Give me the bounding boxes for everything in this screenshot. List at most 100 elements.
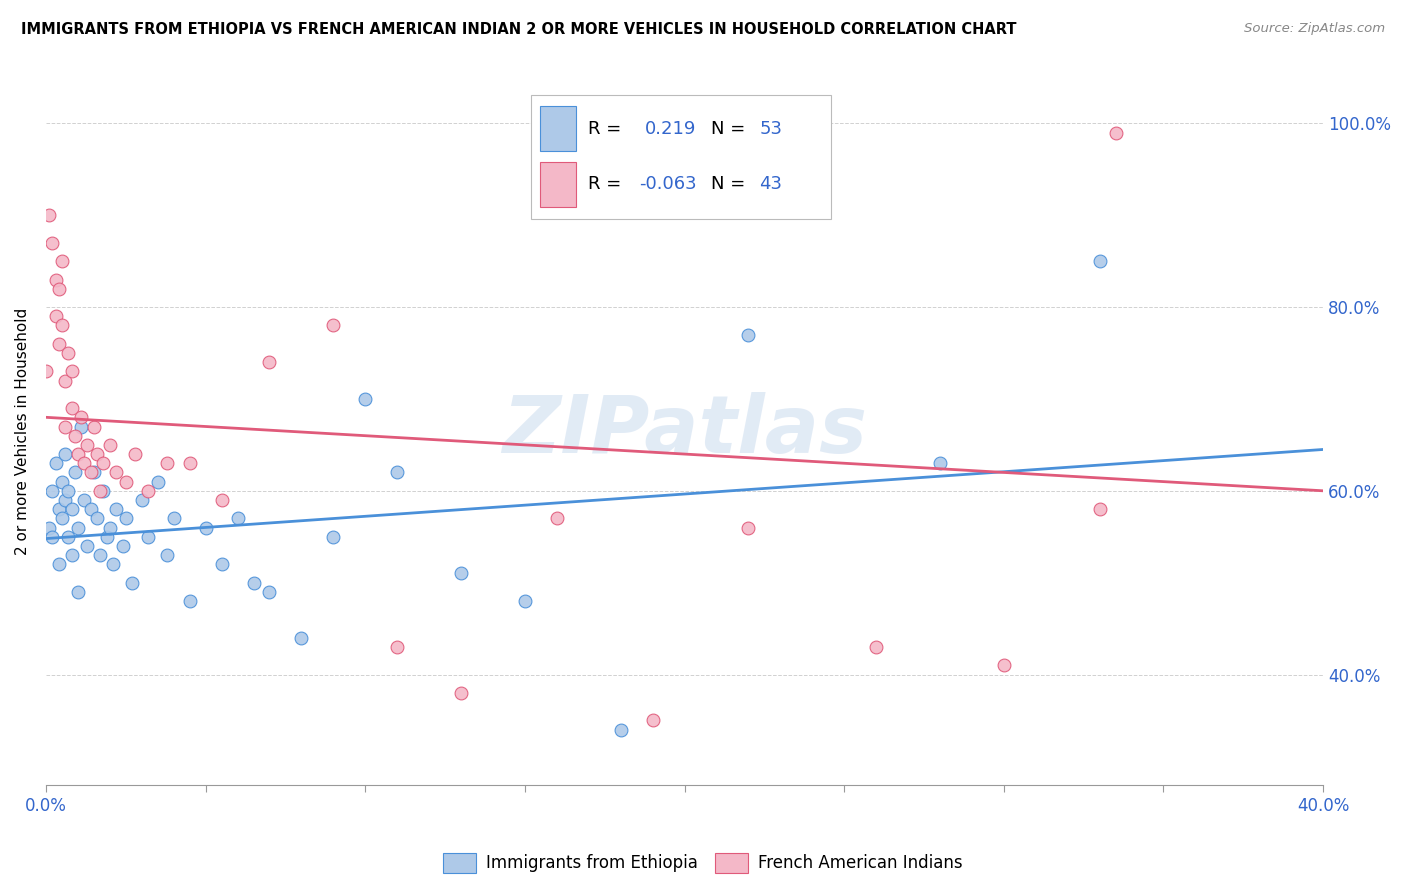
Point <box>45 272 67 286</box>
Point <box>79 466 101 480</box>
Point <box>929 456 952 470</box>
Point <box>66 447 89 461</box>
Point <box>76 539 98 553</box>
Point <box>60 401 83 416</box>
Point <box>89 548 111 562</box>
Point <box>60 548 83 562</box>
Point <box>45 456 67 470</box>
Point <box>60 502 83 516</box>
Point <box>131 493 153 508</box>
Text: ZIPatlas: ZIPatlas <box>502 392 868 470</box>
Point <box>546 511 568 525</box>
Point <box>48 282 70 296</box>
Point <box>242 575 264 590</box>
Point <box>737 520 759 534</box>
Point <box>385 640 408 654</box>
Point <box>66 585 89 599</box>
Point <box>211 558 233 572</box>
Point <box>70 410 93 425</box>
Point <box>58 483 80 498</box>
Point <box>63 428 86 442</box>
Point <box>136 530 159 544</box>
Point <box>83 466 105 480</box>
Point <box>211 493 233 508</box>
Point <box>259 585 281 599</box>
Point <box>1104 126 1126 140</box>
Point <box>58 530 80 544</box>
Point <box>48 502 70 516</box>
Point <box>60 364 83 378</box>
Point <box>53 447 76 461</box>
Point <box>89 483 111 498</box>
Point <box>58 346 80 360</box>
Y-axis label: 2 or more Vehicles in Household: 2 or more Vehicles in Household <box>15 308 30 555</box>
Point <box>156 548 179 562</box>
Point <box>385 466 408 480</box>
Point <box>737 327 759 342</box>
Point <box>121 575 143 590</box>
Point <box>73 493 96 508</box>
Point <box>101 558 124 572</box>
Point <box>70 419 93 434</box>
Point <box>98 438 121 452</box>
Point <box>513 594 536 608</box>
Point <box>179 456 201 470</box>
Point <box>105 502 128 516</box>
Point <box>322 318 344 333</box>
Text: Source: ZipAtlas.com: Source: ZipAtlas.com <box>1244 22 1385 36</box>
Point <box>1088 254 1111 268</box>
Point <box>79 502 101 516</box>
Legend: Immigrants from Ethiopia, French American Indians: Immigrants from Ethiopia, French America… <box>436 847 970 880</box>
Point <box>114 511 136 525</box>
Point <box>86 447 108 461</box>
Point <box>163 511 186 525</box>
Point <box>146 475 169 489</box>
Point <box>259 355 281 369</box>
Point <box>48 558 70 572</box>
Point <box>51 475 73 489</box>
Point <box>322 530 344 544</box>
Point <box>51 318 73 333</box>
Point <box>63 466 86 480</box>
Point <box>51 511 73 525</box>
Point <box>53 419 76 434</box>
Point <box>105 466 128 480</box>
Point <box>111 539 134 553</box>
Point <box>38 520 60 534</box>
Point <box>993 658 1015 673</box>
Point <box>450 566 472 581</box>
Point <box>41 235 63 250</box>
Point <box>96 530 118 544</box>
Point <box>41 483 63 498</box>
Point <box>609 723 631 737</box>
Point <box>226 511 249 525</box>
Point <box>450 686 472 700</box>
Point <box>179 594 201 608</box>
Point <box>641 714 664 728</box>
Point <box>73 456 96 470</box>
Point <box>865 640 887 654</box>
Point <box>86 511 108 525</box>
Point <box>53 374 76 388</box>
Point <box>38 208 60 222</box>
Point <box>66 520 89 534</box>
Point <box>51 254 73 268</box>
Point <box>136 483 159 498</box>
Point <box>83 419 105 434</box>
Point <box>48 336 70 351</box>
Point <box>1088 502 1111 516</box>
Point <box>114 475 136 489</box>
Point <box>76 438 98 452</box>
Point <box>53 493 76 508</box>
Point <box>354 392 377 406</box>
Point <box>93 483 115 498</box>
Point <box>41 530 63 544</box>
Point <box>290 631 312 645</box>
Point <box>35 364 58 378</box>
Point <box>194 520 217 534</box>
Text: IMMIGRANTS FROM ETHIOPIA VS FRENCH AMERICAN INDIAN 2 OR MORE VEHICLES IN HOUSEHO: IMMIGRANTS FROM ETHIOPIA VS FRENCH AMERI… <box>21 22 1017 37</box>
Point <box>156 456 179 470</box>
Point <box>124 447 146 461</box>
Point <box>98 520 121 534</box>
Point <box>45 310 67 324</box>
